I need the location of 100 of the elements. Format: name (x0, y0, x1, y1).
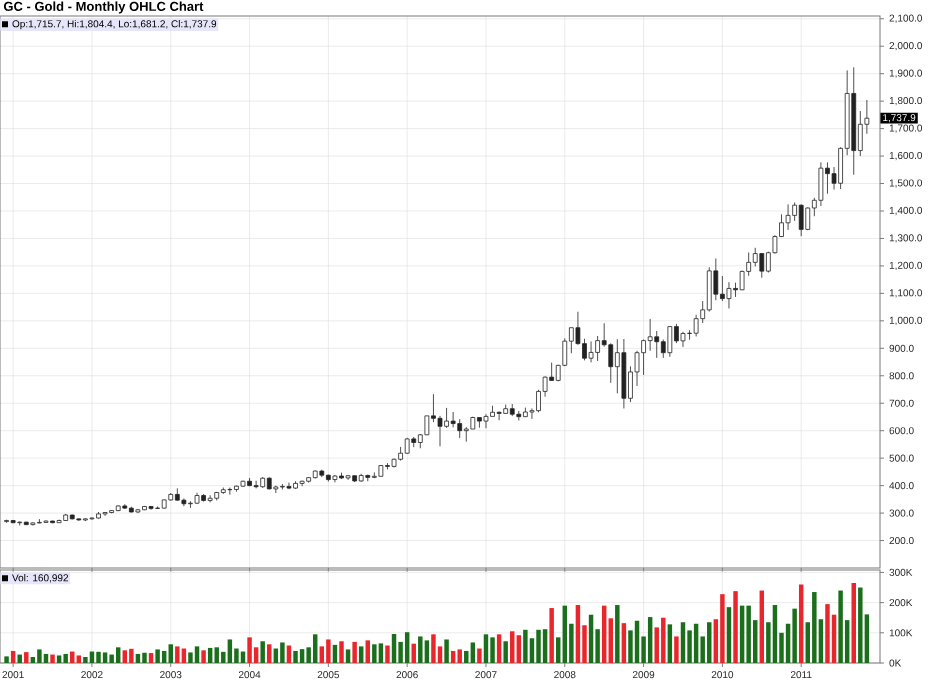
bar (812, 592, 817, 664)
bar (418, 636, 423, 664)
bar (477, 648, 482, 664)
candlestick (260, 477, 266, 488)
candlestick (680, 331, 686, 348)
candlestick (647, 318, 653, 352)
bar (378, 643, 384, 664)
candlestick (595, 335, 600, 362)
candlestick (450, 411, 456, 428)
bar (207, 647, 213, 664)
bar (661, 617, 666, 664)
bar (792, 608, 797, 664)
candlestick (588, 341, 594, 363)
candlestick (726, 281, 732, 309)
bar (214, 647, 219, 664)
candlestick (404, 438, 410, 454)
candlestick (319, 470, 325, 478)
bar (142, 652, 147, 664)
candlestick (825, 161, 830, 195)
candlestick (693, 314, 699, 337)
candlestick (96, 511, 101, 519)
bar (102, 652, 108, 664)
bar (280, 642, 285, 664)
bar (63, 653, 68, 664)
bar (135, 653, 141, 664)
bar (267, 644, 272, 664)
candlestick (273, 486, 279, 494)
bar (431, 634, 436, 664)
bar (286, 645, 292, 664)
candlestick (398, 446, 403, 460)
candlestick (220, 487, 226, 493)
candlestick (641, 340, 646, 376)
bar (444, 639, 449, 664)
bar (326, 639, 331, 664)
candlestick (227, 489, 233, 496)
bar (667, 624, 673, 664)
bar (247, 637, 252, 664)
bar (746, 605, 751, 664)
bar (720, 594, 725, 664)
candlestick (174, 487, 180, 501)
bar (76, 655, 82, 664)
bar (490, 637, 495, 664)
bar (96, 651, 101, 664)
bar (536, 629, 541, 664)
candlestick (457, 418, 463, 439)
candlestick (385, 462, 390, 470)
candlestick (798, 204, 804, 237)
bar (109, 654, 114, 664)
bar (175, 646, 180, 664)
bar (825, 604, 830, 664)
bar (838, 590, 843, 664)
bar (188, 652, 193, 664)
candlestick (358, 473, 364, 482)
bar (345, 649, 351, 664)
bar (483, 634, 489, 664)
candlestick (194, 492, 200, 504)
bar (858, 587, 863, 664)
candlestick (122, 503, 128, 509)
candlestick (851, 66, 857, 176)
candlestick (332, 475, 338, 483)
bar (687, 630, 692, 664)
bar (707, 622, 712, 664)
candlestick (752, 247, 758, 267)
bar (621, 623, 627, 664)
bar (313, 634, 318, 664)
bar (24, 652, 29, 664)
candlestick (706, 266, 712, 312)
bar (37, 649, 42, 664)
bar (194, 646, 200, 664)
bar (674, 636, 679, 664)
candlestick (483, 413, 489, 429)
candlestick (792, 202, 797, 222)
bar (56, 655, 62, 664)
bar (50, 654, 55, 664)
candlestick (818, 161, 824, 207)
candlestick (168, 494, 174, 501)
candlestick (614, 338, 620, 394)
bar (733, 591, 738, 664)
candlestick (352, 475, 358, 482)
candlestick (339, 472, 344, 479)
bar (227, 639, 233, 664)
bar (726, 607, 732, 664)
candlestick (201, 495, 206, 501)
bar (148, 653, 154, 664)
bar (542, 629, 548, 664)
bar (529, 638, 535, 664)
candlestick (371, 472, 377, 478)
bar (365, 640, 370, 664)
bar (647, 617, 653, 664)
bar (549, 608, 554, 664)
bar (575, 605, 581, 664)
candlestick (667, 326, 673, 358)
candlestick (411, 436, 417, 448)
candlestick (293, 480, 298, 489)
candlestick (437, 415, 443, 447)
bar (201, 650, 206, 664)
bar (352, 641, 357, 664)
bar (470, 642, 476, 664)
candlestick (759, 253, 765, 279)
bar (385, 645, 390, 664)
